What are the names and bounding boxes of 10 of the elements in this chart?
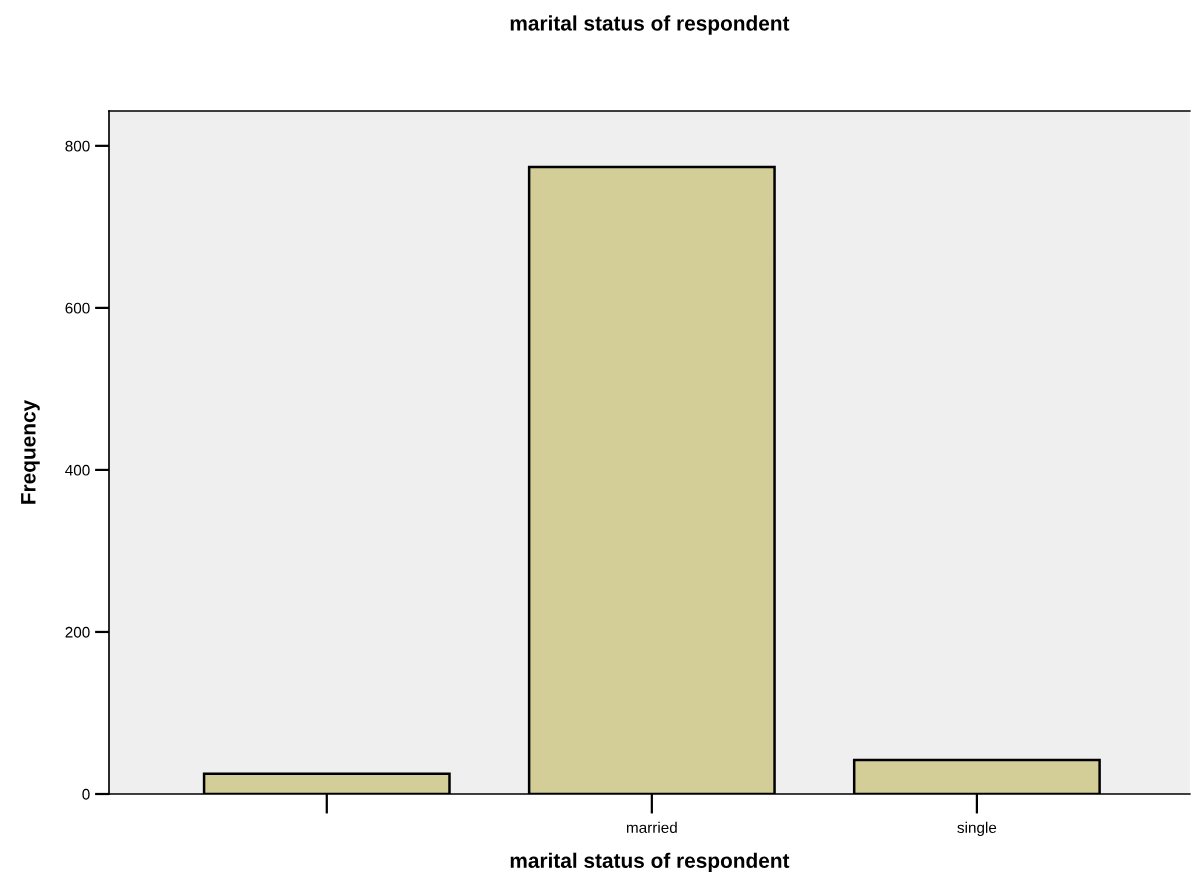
y-tick-label: 0 [82,788,90,800]
x-tick-label: married [626,821,677,833]
x-axis-title: marital status of respondent [510,852,790,873]
chart-title: marital status of respondent [510,15,790,35]
y-tick-label: 600 [65,302,90,314]
y-tick-label: 800 [65,140,90,152]
y-tick-label: 400 [65,464,90,476]
x-tick-label: single [957,821,997,837]
y-tick-label: 200 [65,626,90,638]
y-axis-title: Frequency [21,399,40,504]
